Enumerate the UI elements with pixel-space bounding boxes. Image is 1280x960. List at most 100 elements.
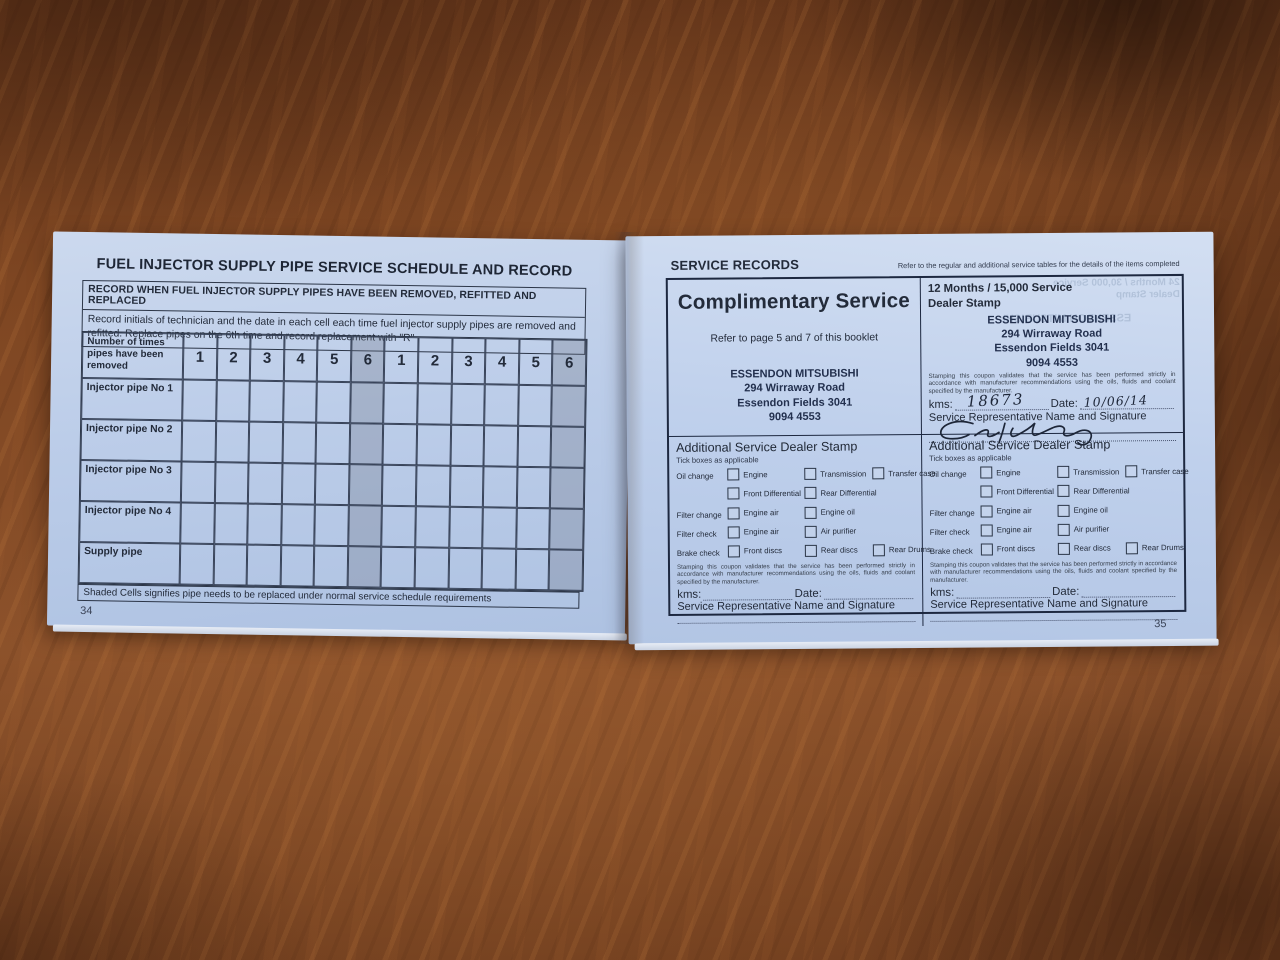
pipe-record-cell [348, 505, 383, 547]
tick-row-label: Oil change [676, 471, 714, 482]
pipe-record-cell [414, 547, 449, 589]
tick-option-row: Oil change Engine Transmission Transfer cas… [676, 467, 936, 484]
pipe-record-cell [448, 547, 483, 590]
complimentary-service-cell: Complimentary Service Refer to page 5 an… [667, 277, 922, 437]
tick-option-label: Rear discs [1073, 543, 1111, 554]
pipe-record-cell [550, 426, 586, 468]
tick-option: Engine oil [804, 506, 855, 519]
pipe-record-cell [315, 422, 351, 465]
pipe-record-cell [548, 549, 584, 591]
checkbox-icon [1057, 542, 1070, 555]
tick-option-label: Transmission [820, 469, 867, 479]
tick-row-label: Filter change [676, 510, 722, 520]
pipe-record-cell [316, 381, 351, 424]
tick-option: Rear Drums [1125, 542, 1184, 555]
stamp-line: 9094 4553 [1025, 356, 1078, 369]
pipe-record-cell [349, 423, 384, 465]
tick-option-label: Air purifier [1073, 524, 1110, 535]
pipe-record-cell [347, 546, 382, 588]
pipe-record-cell [282, 381, 318, 423]
tick-option-row: Oil change Engine Transmission Transfer cas… [929, 465, 1189, 482]
service-rep-label: Service Representative Name and Signatur… [677, 599, 896, 613]
stamping-fine-print: Stamping this coupon validates that the … [929, 559, 1178, 584]
pipe-record-cell [549, 508, 584, 550]
pipe-table-column-header: 4 [283, 335, 318, 382]
tick-option-label: Rear Differential [1073, 486, 1130, 496]
date-label: Date: [1052, 585, 1080, 598]
additional-service-section: Additional Service Dealer Stamp Tick boxe… [676, 439, 936, 624]
tick-option: Engine air [980, 524, 1032, 537]
kms-date-row: kms: Date: [930, 582, 1177, 599]
additional-service-title: Additional Service Dealer Stamp [676, 439, 858, 455]
pipe-record-cell [381, 546, 416, 589]
pipe-record-cell [179, 543, 214, 586]
checkbox-icon [804, 468, 817, 481]
pipe-table-column-header: 3 [249, 334, 285, 382]
pipe-record-cell [450, 383, 485, 426]
pipe-record-cell [213, 544, 248, 586]
signature-line [677, 619, 916, 624]
signature-line [929, 420, 1177, 446]
tick-option-row: Filter change Engine air Engine oil [677, 506, 915, 523]
date-field: 10/06/14 [1079, 392, 1174, 410]
tick-option: Engine [980, 466, 1021, 479]
tick-option: Engine air [727, 506, 779, 520]
dealer-stamp: ESSENDON MITSUBISHI 294 Wirraway Road Es… [676, 366, 912, 425]
page-number-left: 34 [80, 604, 93, 618]
tick-option: Air purifier [804, 525, 857, 538]
date-label: Date: [794, 587, 822, 600]
pipe-record-cell [417, 383, 452, 425]
pipe-record-cell [181, 420, 216, 463]
additional-service-section: Additional Service Dealer Stamp Tick boxe… [929, 437, 1189, 622]
pipe-row-label: Supply pipe [78, 541, 181, 585]
service-12-months-cell: 24 Months / 30,000 Service Dealer Stamp … [920, 275, 1183, 446]
pipe-table-row: Supply pipe [78, 541, 584, 591]
kms-field [956, 583, 1051, 599]
pipe-table-column-header: 1 [384, 336, 419, 384]
tick-option-row: Brake check Front discs Rear discs Rear Dru… [930, 542, 1184, 559]
tick-option: Engine [727, 468, 768, 481]
pipe-record-cell [515, 548, 550, 591]
pipe-record-cell [215, 380, 250, 422]
complimentary-note: Refer to page 5 and 7 of this booklet [710, 332, 879, 345]
pipe-record-cell [280, 545, 315, 587]
kms-field [703, 585, 793, 601]
pipe-record-cell [484, 384, 519, 426]
tick-option-label: Engine air [996, 525, 1032, 535]
checkbox-icon [804, 506, 817, 519]
tick-option: Front Differential [980, 485, 1054, 498]
tick-option: Air purifier [1057, 523, 1110, 536]
pipe-table-column-header: 4 [484, 338, 520, 385]
tick-option: Transmission [804, 468, 867, 481]
left-page: FUEL INJECTOR SUPPLY PIPE SERVICE SCHEDU… [46, 231, 632, 635]
service-booklet: FUEL INJECTOR SUPPLY PIPE SERVICE SCHEDU… [46, 226, 1217, 652]
dealer-stamp-label: Dealer Stamp [927, 297, 1001, 311]
tick-option-row: Front Differential Rear Differential [929, 484, 1176, 501]
additional-service-cell-left: Additional Service Dealer Stamp Tick boxe… [668, 434, 936, 628]
dealer-stamp: ESSENDON MITSUBISHI 294 Wirraway Road Es… [928, 312, 1175, 371]
pipe-record-cell [551, 385, 586, 427]
pipe-table-column-header: 1 [182, 333, 218, 381]
checkbox-icon [1057, 466, 1070, 479]
tick-row-label: Filter check [676, 529, 717, 539]
kms-label: kms: [677, 588, 702, 601]
checkbox-icon [980, 505, 993, 518]
tick-option-label: Engine air [743, 508, 779, 518]
pipe-table-column-header: 5 [317, 335, 352, 383]
checkbox-icon [1057, 485, 1070, 498]
tick-row-label: Filter change [929, 508, 975, 518]
tick-option-row: Filter check Engine air Air purifier [930, 523, 1177, 540]
tick-boxes-note: Tick boxes as applicable [929, 453, 1012, 463]
checkbox-icon [1057, 504, 1070, 517]
pipe-table-column-header: 5 [518, 338, 553, 386]
tick-option-label: Rear Drums [1141, 543, 1184, 553]
pipe-record-cell [383, 382, 418, 425]
tick-option: Engine air [727, 526, 779, 539]
pipe-record-cell [516, 466, 551, 509]
tick-option-row: Filter change Engine air Engine oil [930, 504, 1177, 521]
pipe-record-cell [248, 421, 283, 464]
checkbox-icon [1125, 465, 1138, 478]
pipe-record-cell [449, 465, 484, 508]
kms-label: kms: [930, 586, 955, 599]
pipe-record-cell [450, 424, 485, 467]
